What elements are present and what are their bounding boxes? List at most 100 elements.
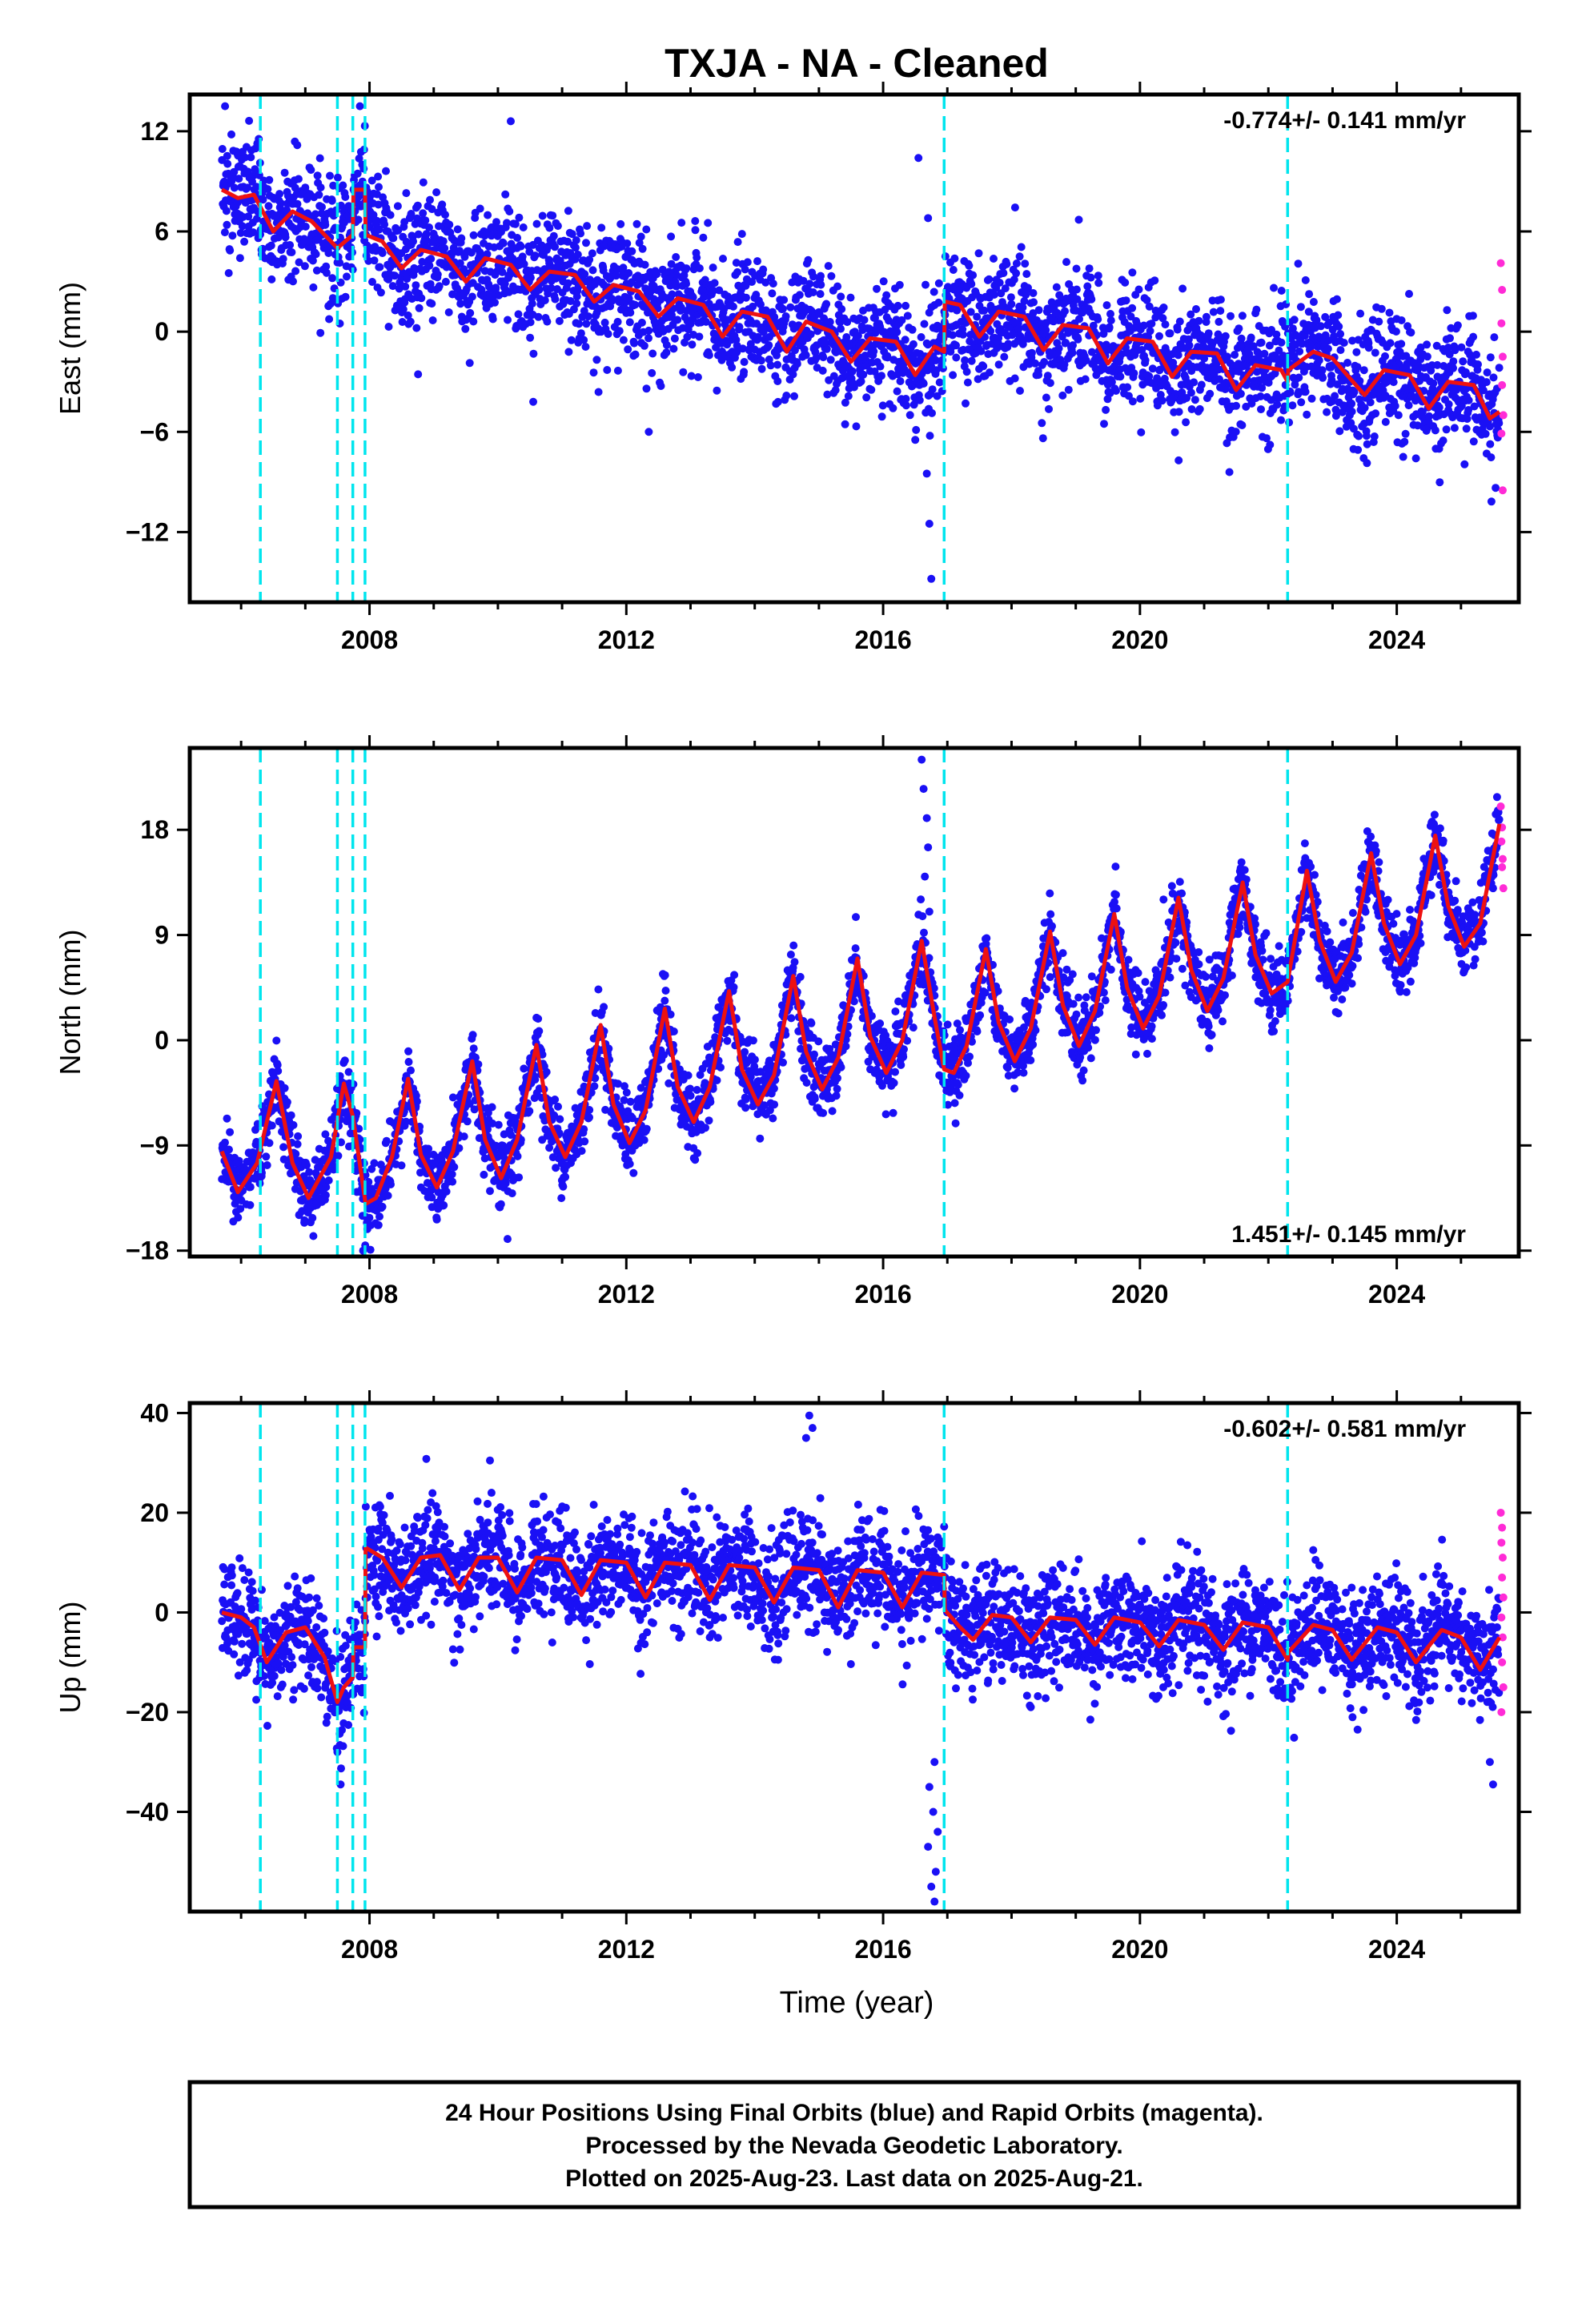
- data-point: [773, 397, 782, 406]
- data-point: [287, 1111, 295, 1120]
- data-point: [757, 364, 766, 373]
- data-point: [1231, 351, 1239, 359]
- data-point: [450, 1163, 459, 1172]
- data-point: [1081, 375, 1090, 384]
- data-point: [903, 312, 912, 320]
- data-point: [274, 233, 283, 242]
- data-point: [378, 249, 387, 257]
- data-point: [280, 168, 289, 177]
- data-point: [491, 298, 499, 307]
- data-point: [412, 1097, 421, 1106]
- data-point: [526, 273, 535, 282]
- data-point: [1106, 316, 1115, 325]
- data-point: [1334, 311, 1343, 320]
- data-point: [1017, 243, 1026, 251]
- data-point: [1075, 315, 1083, 324]
- data-point: [1038, 419, 1046, 428]
- data-point: [1368, 316, 1377, 324]
- data-point: [1457, 343, 1466, 352]
- data-point: [693, 253, 701, 262]
- data-point: [353, 169, 362, 178]
- data-point: [387, 1180, 395, 1188]
- data-point: [921, 280, 930, 289]
- data-point: [1098, 324, 1107, 332]
- data-point: [816, 290, 825, 299]
- data-point: [635, 239, 644, 247]
- data-point: [1363, 440, 1371, 448]
- data-point: [1094, 271, 1102, 280]
- data-point: [309, 283, 318, 292]
- data-point: [316, 328, 325, 337]
- data-point: [695, 264, 704, 272]
- data-point: [740, 358, 749, 366]
- data-point: [575, 320, 584, 328]
- data-point: [1130, 369, 1138, 378]
- data-point: [724, 292, 732, 301]
- east-rate-annotation: -0.774+/- 0.141 mm/yr: [1223, 107, 1466, 134]
- data-point: [318, 203, 326, 211]
- data-point: [1486, 353, 1495, 362]
- data-point: [267, 241, 275, 250]
- rapid-point: [1497, 319, 1506, 328]
- data-point: [267, 1121, 276, 1130]
- data-point: [218, 145, 227, 153]
- data-point: [341, 193, 350, 201]
- data-point: [428, 1203, 436, 1212]
- data-point: [833, 282, 842, 291]
- data-point: [871, 314, 879, 322]
- data-point: [701, 317, 710, 326]
- data-point: [289, 1120, 298, 1129]
- data-point: [967, 356, 976, 365]
- data-point: [740, 368, 749, 376]
- data-point: [1356, 309, 1365, 318]
- data-point: [1439, 436, 1447, 445]
- data-point: [1010, 275, 1018, 284]
- data-point: [1249, 342, 1258, 351]
- data-point: [534, 1015, 543, 1023]
- data-point: [557, 1194, 566, 1203]
- data-point: [701, 1124, 709, 1132]
- data-point: [661, 971, 669, 979]
- data-point: [640, 1136, 648, 1144]
- data-point: [528, 300, 536, 308]
- data-point: [1328, 325, 1337, 334]
- data-point: [735, 323, 744, 332]
- data-point: [380, 220, 389, 229]
- data-point: [1100, 420, 1108, 428]
- data-point: [503, 219, 511, 227]
- data-point: [666, 1010, 675, 1019]
- data-point: [1355, 432, 1363, 440]
- data-point: [1069, 341, 1077, 350]
- data-point: [550, 1111, 559, 1120]
- data-point: [1174, 456, 1183, 464]
- data-point: [1397, 316, 1406, 324]
- data-point: [406, 317, 415, 326]
- data-point: [994, 360, 1003, 369]
- data-point: [375, 183, 383, 191]
- data-point: [905, 411, 914, 420]
- data-point: [1174, 408, 1183, 416]
- data-point: [699, 233, 708, 242]
- data-point: [1288, 324, 1297, 333]
- data-point: [915, 396, 924, 404]
- data-point: [1362, 432, 1371, 440]
- data-point: [1105, 323, 1114, 332]
- data-point: [376, 288, 385, 297]
- data-point: [620, 1096, 628, 1104]
- data-point: [1301, 275, 1310, 284]
- data-point: [1012, 259, 1021, 267]
- data-point: [753, 257, 761, 266]
- data-point: [508, 1189, 516, 1198]
- data-point: [656, 382, 665, 390]
- data-point: [1445, 350, 1454, 359]
- data-point: [583, 222, 592, 231]
- data-point: [311, 250, 320, 259]
- data-point: [1256, 392, 1265, 400]
- data-point: [526, 333, 535, 342]
- data-point: [590, 1082, 599, 1091]
- data-point: [335, 259, 344, 267]
- data-point: [893, 328, 901, 336]
- data-point: [770, 312, 779, 321]
- data-point: [291, 267, 300, 275]
- data-point: [1272, 330, 1281, 339]
